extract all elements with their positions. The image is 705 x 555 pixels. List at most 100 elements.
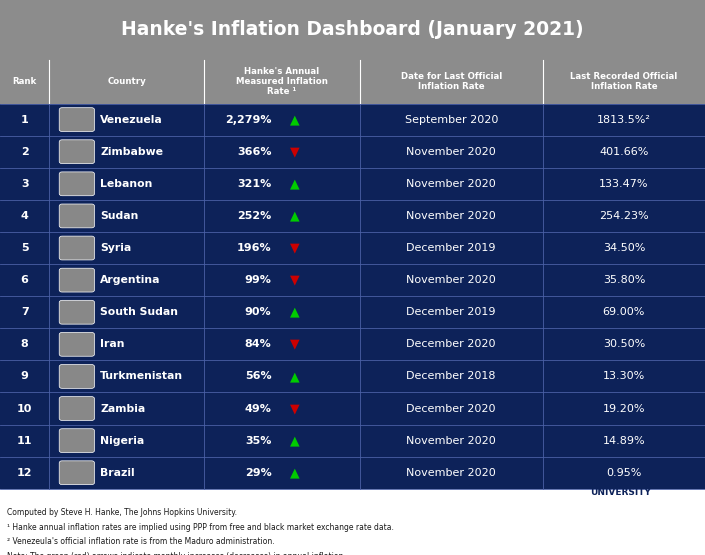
FancyBboxPatch shape (59, 332, 94, 356)
Text: Rank: Rank (13, 77, 37, 86)
Text: 29%: 29% (245, 468, 271, 478)
FancyBboxPatch shape (0, 328, 705, 360)
Text: Argentina: Argentina (100, 275, 161, 285)
FancyBboxPatch shape (0, 135, 705, 168)
Text: 30.50%: 30.50% (603, 339, 645, 349)
Text: 99%: 99% (245, 275, 271, 285)
FancyBboxPatch shape (0, 425, 705, 457)
Text: 401.66%: 401.66% (599, 147, 649, 157)
Text: Zambia: Zambia (100, 403, 145, 413)
Text: ▲: ▲ (290, 466, 300, 480)
FancyBboxPatch shape (0, 457, 705, 489)
Text: 49%: 49% (245, 403, 271, 413)
Text: December 2020: December 2020 (407, 403, 496, 413)
FancyBboxPatch shape (59, 268, 94, 292)
FancyBboxPatch shape (0, 296, 705, 328)
FancyBboxPatch shape (59, 140, 94, 164)
Text: 366%: 366% (237, 147, 271, 157)
Text: 13.30%: 13.30% (603, 371, 645, 381)
FancyBboxPatch shape (0, 59, 705, 104)
Text: Hanke's Inflation Dashboard (January 2021): Hanke's Inflation Dashboard (January 202… (121, 21, 584, 39)
FancyBboxPatch shape (0, 168, 705, 200)
Text: ▲: ▲ (290, 434, 300, 447)
Text: December 2019: December 2019 (407, 243, 496, 253)
Text: Turkmenistan: Turkmenistan (100, 371, 183, 381)
Text: December 2018: December 2018 (407, 371, 496, 381)
Text: ▲: ▲ (290, 177, 300, 190)
Text: 19.20%: 19.20% (603, 403, 645, 413)
Text: ▲: ▲ (290, 113, 300, 126)
Text: 254.23%: 254.23% (599, 211, 649, 221)
Text: 1813.5%²: 1813.5%² (597, 115, 651, 125)
Text: 7: 7 (21, 307, 28, 317)
Text: Venezuela: Venezuela (100, 115, 163, 125)
Text: Country: Country (108, 77, 146, 86)
Text: November 2020: November 2020 (406, 147, 496, 157)
Text: ▲: ▲ (290, 209, 300, 223)
FancyBboxPatch shape (0, 264, 705, 296)
Text: 2,279%: 2,279% (225, 115, 271, 125)
Text: ▼: ▼ (290, 402, 300, 415)
FancyBboxPatch shape (0, 392, 705, 425)
Text: 84%: 84% (245, 339, 271, 349)
Text: Syria: Syria (100, 243, 131, 253)
Text: September 2020: September 2020 (405, 115, 498, 125)
Text: South Sudan: South Sudan (100, 307, 178, 317)
FancyBboxPatch shape (59, 108, 94, 132)
Text: 14.89%: 14.89% (603, 436, 645, 446)
Text: ▼: ▼ (290, 338, 300, 351)
FancyBboxPatch shape (0, 104, 705, 135)
FancyBboxPatch shape (0, 232, 705, 264)
Text: ² Venezeula's official inflation rate is from the Maduro administration.: ² Venezeula's official inflation rate is… (7, 537, 275, 547)
Text: December 2020: December 2020 (407, 339, 496, 349)
Text: Last Recorded Official
Inflation Rate: Last Recorded Official Inflation Rate (570, 72, 678, 91)
Text: 35%: 35% (245, 436, 271, 446)
Text: 12: 12 (17, 468, 32, 478)
Text: 321%: 321% (237, 179, 271, 189)
Text: November 2020: November 2020 (406, 436, 496, 446)
FancyBboxPatch shape (59, 428, 94, 452)
Text: 3: 3 (21, 179, 28, 189)
Text: 5: 5 (21, 243, 28, 253)
Text: Computed by Steve H. Hanke, The Johns Hopkins University.: Computed by Steve H. Hanke, The Johns Ho… (7, 508, 237, 517)
Text: 34.50%: 34.50% (603, 243, 645, 253)
Text: ¹ Hanke annual inflation rates are implied using PPP from free and black market : ¹ Hanke annual inflation rates are impli… (7, 523, 394, 532)
FancyBboxPatch shape (59, 461, 94, 485)
Text: ▼: ▼ (290, 241, 300, 255)
Text: 8: 8 (21, 339, 28, 349)
Text: November 2020: November 2020 (406, 468, 496, 478)
Text: 4: 4 (20, 211, 29, 221)
Text: 2: 2 (21, 147, 28, 157)
Text: Sudan: Sudan (100, 211, 138, 221)
Text: Note: The green (red) arrows indicate monthly increases (decreases) in annual in: Note: The green (red) arrows indicate mo… (7, 552, 345, 555)
FancyBboxPatch shape (59, 172, 94, 196)
Text: 1: 1 (21, 115, 28, 125)
Text: ▼: ▼ (290, 145, 300, 158)
Text: Brazil: Brazil (100, 468, 135, 478)
Text: JOHNS HOPKINS
UNIVERSITY: JOHNS HOPKINS UNIVERSITY (579, 478, 662, 497)
Text: November 2020: November 2020 (406, 275, 496, 285)
FancyBboxPatch shape (59, 204, 94, 228)
Text: 196%: 196% (237, 243, 271, 253)
Text: 0.95%: 0.95% (606, 468, 642, 478)
Text: 11: 11 (17, 436, 32, 446)
Text: November 2020: November 2020 (406, 179, 496, 189)
Text: 69.00%: 69.00% (603, 307, 645, 317)
FancyBboxPatch shape (59, 300, 94, 324)
Text: ▼: ▼ (290, 274, 300, 286)
Text: Zimbabwe: Zimbabwe (100, 147, 163, 157)
Text: 133.47%: 133.47% (599, 179, 649, 189)
FancyBboxPatch shape (59, 397, 94, 421)
FancyBboxPatch shape (0, 360, 705, 392)
Text: Nigeria: Nigeria (100, 436, 145, 446)
Text: November 2020: November 2020 (406, 211, 496, 221)
FancyBboxPatch shape (0, 200, 705, 232)
Text: December 2019: December 2019 (407, 307, 496, 317)
Text: Hanke's Annual
Measured Inflation
Rate ¹: Hanke's Annual Measured Inflation Rate ¹ (236, 67, 328, 97)
Text: 35.80%: 35.80% (603, 275, 645, 285)
Text: 252%: 252% (237, 211, 271, 221)
FancyBboxPatch shape (59, 236, 94, 260)
Text: Iran: Iran (100, 339, 125, 349)
Text: Lebanon: Lebanon (100, 179, 152, 189)
Text: Date for Last Official
Inflation Rate: Date for Last Official Inflation Rate (400, 72, 502, 91)
